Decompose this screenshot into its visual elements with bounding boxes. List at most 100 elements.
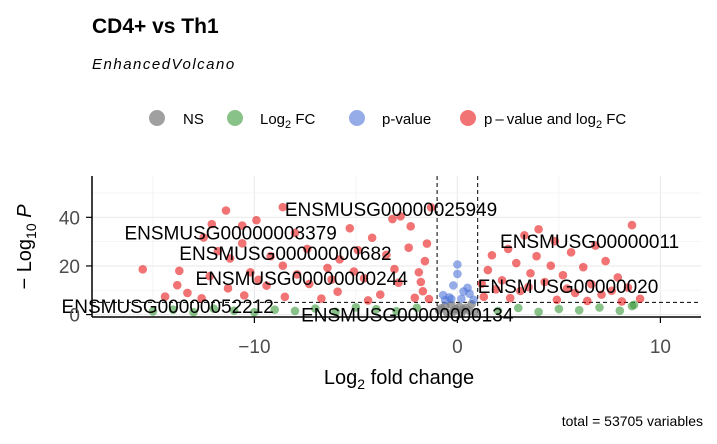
y-axis-title: − Log10 P [14, 204, 39, 290]
data-point [363, 296, 373, 305]
data-point [514, 303, 523, 313]
data-point [262, 281, 271, 290]
legend-label-log2fc: Log2 FC [260, 111, 315, 131]
gene-label: ENSMUSG00000000134 [301, 305, 514, 326]
data-point [394, 278, 403, 288]
data-point [566, 248, 576, 257]
data-point [550, 236, 560, 246]
data-point [404, 243, 413, 253]
data-point [138, 265, 148, 274]
y-tick-label: 20 [59, 257, 80, 278]
data-point [213, 246, 223, 256]
data-point [453, 260, 462, 269]
data-point [229, 306, 239, 315]
data-point [487, 250, 497, 260]
data-point [540, 277, 549, 287]
data-point [388, 214, 397, 224]
data-point [483, 265, 493, 275]
data-point [174, 266, 184, 276]
data-point [583, 296, 592, 306]
data-point [520, 231, 529, 240]
data-point [223, 284, 233, 293]
data-point [311, 304, 320, 313]
data-point [623, 283, 633, 292]
data-point [546, 261, 556, 271]
data-point [591, 241, 600, 250]
data-point [327, 275, 336, 284]
data-point [562, 284, 572, 293]
data-point [416, 277, 426, 287]
data-point [392, 306, 401, 316]
data-point [516, 286, 525, 296]
data-point [627, 220, 637, 230]
legend-label-pvalue: p-value [382, 111, 431, 128]
data-point [479, 292, 489, 302]
data-point [447, 294, 456, 304]
data-point [278, 261, 288, 271]
legend-label-ns: NS [183, 111, 204, 128]
data-point [526, 268, 535, 278]
data-point [290, 228, 300, 238]
data-point [359, 274, 369, 283]
data-point [199, 233, 208, 242]
data-point [424, 294, 434, 304]
data-point [239, 291, 249, 300]
data-point [574, 305, 584, 315]
data-point [252, 215, 261, 225]
data-point [349, 267, 359, 276]
data-point [469, 295, 478, 305]
gene-label: ENSMUSG00000020 [478, 277, 659, 298]
data-point [617, 297, 627, 306]
data-point [438, 290, 448, 300]
data-point [420, 256, 430, 266]
data-point [351, 302, 361, 312]
x-tick-label: −10 [238, 337, 270, 358]
data-points [138, 202, 645, 317]
data-point [323, 263, 332, 273]
data-point [390, 264, 399, 274]
data-point [225, 254, 235, 263]
data-point [410, 293, 420, 303]
gene-labels: ENSMUSG00000025949ENSMUSG00000003379ENSM… [62, 200, 680, 326]
data-point [578, 262, 588, 272]
data-point [471, 308, 480, 317]
data-point [570, 288, 580, 298]
data-point [635, 294, 645, 304]
data-point [266, 251, 275, 261]
data-point [503, 244, 513, 254]
data-point [148, 307, 158, 316]
data-point [505, 293, 515, 303]
data-point [292, 270, 302, 279]
data-point [532, 251, 541, 261]
data-point [597, 290, 606, 299]
data-point [453, 269, 462, 279]
cutoff-lines [92, 176, 701, 317]
data-point [426, 203, 436, 212]
data-point [629, 300, 639, 310]
data-point [367, 233, 377, 243]
data-point [250, 307, 259, 317]
data-point [189, 307, 198, 317]
data-point [554, 304, 564, 314]
data-point [524, 282, 533, 292]
gene-label: ENSMUSG00000052212 [62, 297, 274, 318]
data-point [511, 258, 521, 268]
data-point [412, 303, 422, 313]
gene-label: ENSMUSG00000000244 [196, 269, 409, 290]
chart-title: CD4+ vs Th1 [92, 15, 219, 38]
data-point [491, 284, 501, 294]
legend-key-pvalue-and-log2fc [460, 110, 476, 126]
gene-label: ENSMUSG00000025949 [285, 200, 497, 221]
data-point [442, 308, 452, 317]
gene-label: ENSMUSG00000003379 [124, 223, 336, 244]
data-point [414, 267, 424, 277]
data-point [552, 295, 562, 305]
data-point [280, 292, 290, 302]
gene-label: ENSMUSG00000011 [500, 232, 679, 253]
data-point [331, 307, 340, 316]
data-point [183, 288, 192, 298]
gene-label: ENSMUSG00000000682 [179, 244, 391, 265]
legend-key-ns [149, 110, 165, 126]
data-point [317, 294, 326, 303]
data-point [160, 292, 170, 301]
